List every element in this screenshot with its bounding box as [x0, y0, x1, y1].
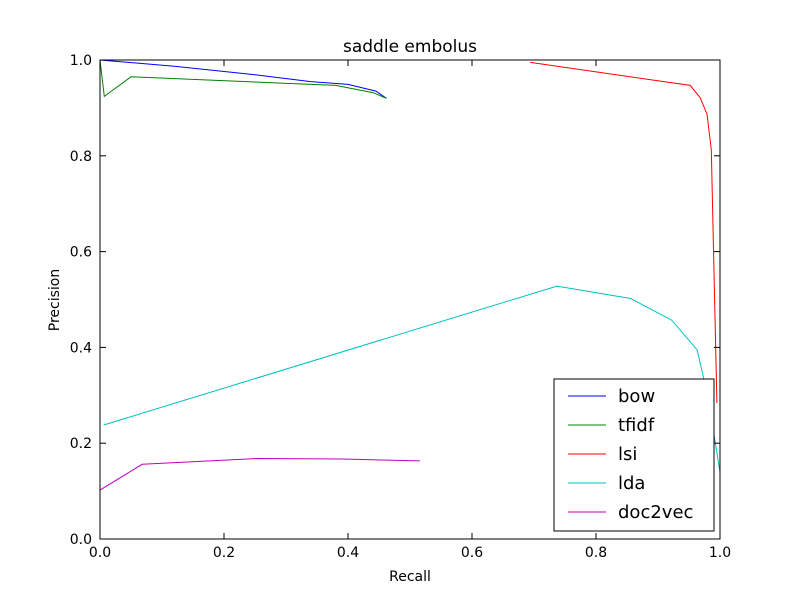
y-tick-label: 0.4 — [70, 340, 92, 356]
x-tick-label: 0.0 — [89, 545, 111, 561]
x-tick-label: 0.4 — [337, 545, 359, 561]
y-tick-label: 1.0 — [70, 53, 92, 69]
y-tick-label: 0.8 — [70, 149, 92, 165]
x-tick-label: 0.6 — [461, 545, 483, 561]
legend-label-lda: lda — [618, 473, 645, 494]
x-tick-label: 0.8 — [585, 545, 607, 561]
legend-label-tfidf: tfidf — [618, 415, 655, 436]
y-axis-label: Precision — [47, 269, 63, 331]
legend-label-doc2vec: doc2vec — [618, 502, 693, 523]
plot-frame — [99, 59, 721, 540]
ticks-layer: 0.0 0.2 0.4 0.6 0.8 1.0 0.0 0.2 0.4 0.6 0.8 1.0 — [70, 53, 731, 561]
legend: bow tfidf lsi lda doc2vec — [553, 378, 715, 532]
y-tick-label: 0.0 — [70, 532, 92, 548]
x-tick-label: 1.0 — [709, 545, 731, 561]
y-tick-label: 0.6 — [70, 245, 92, 261]
y-tick-label: 0.2 — [70, 436, 92, 452]
legend-box — [553, 378, 715, 532]
x-tick-label: 0.2 — [213, 545, 235, 561]
chart-title: saddle embolus — [343, 37, 477, 57]
legend-label-lsi: lsi — [618, 444, 637, 465]
x-axis-label: Recall — [389, 569, 431, 585]
series-line-bow — [99, 59, 387, 99]
series-line-tfidf — [99, 59, 387, 99]
legend-label-bow: bow — [618, 386, 655, 407]
series-line-lsi — [530, 61, 718, 404]
series-line-doc2vec — [99, 457, 420, 491]
